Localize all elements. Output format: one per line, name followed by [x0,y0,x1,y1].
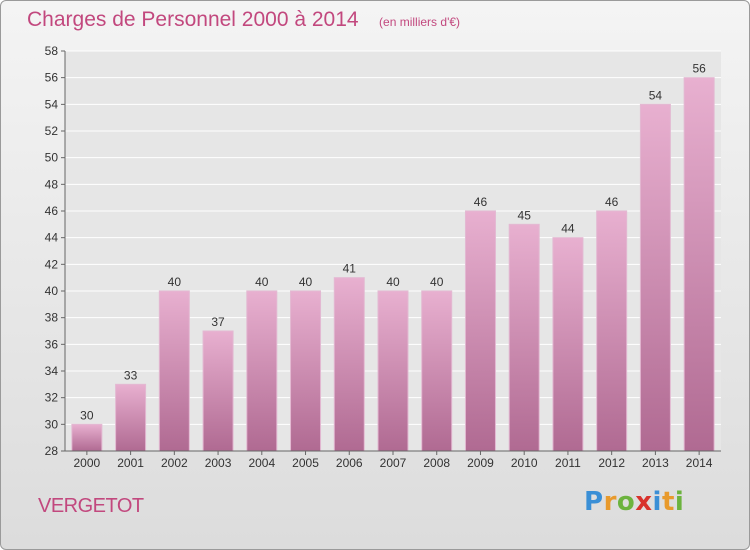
y-tick-label: 56 [45,71,59,85]
logo-letter: t [661,487,675,517]
x-tick-label: 2003 [205,456,232,470]
x-tick-label: 2008 [423,456,450,470]
x-tick-label: 2009 [467,456,494,470]
bar-value-label: 40 [386,275,400,289]
x-tick-label: 2012 [598,456,625,470]
bar-value-label: 40 [430,275,444,289]
x-tick-label: 2002 [161,456,188,470]
x-tick-label: 2013 [642,456,669,470]
bar-value-label: 33 [124,368,138,382]
y-tick-label: 34 [45,364,59,378]
bar [115,383,147,452]
bar [158,290,190,452]
bar-layer: 30 33 40 37 40 40 41 40 40 46 45 44 46 54 56 [71,62,715,452]
y-tick-label: 42 [45,257,59,271]
x-tick-label: 2000 [74,456,101,470]
bar [508,223,540,452]
bar-value-label: 41 [343,262,357,276]
logo-letter: P [584,487,604,517]
x-tick-label: 2014 [686,456,713,470]
bar-value-label: 56 [692,62,706,76]
y-tick-label: 48 [45,177,59,191]
bar-value-label: 37 [211,315,225,329]
bar [596,210,628,452]
bar-value-label: 40 [299,275,313,289]
bar [552,237,584,452]
bar [683,77,715,452]
x-tick-label: 2005 [292,456,319,470]
x-tick-label: 2004 [248,456,275,470]
y-tick-label: 38 [45,311,59,325]
y-tick-label: 32 [45,391,59,405]
logo-letter: r [603,487,617,517]
bar-value-label: 30 [80,408,94,422]
x-tick-label: 2007 [380,456,407,470]
x-tick-label: 2011 [555,456,581,470]
bar [333,277,365,452]
chart-title-block: Charges de Personnel 2000 à 2014 (en mil… [27,8,460,32]
y-tick-label: 28 [45,444,59,458]
bar-value-label: 54 [649,88,663,102]
chart-subtitle: (en milliers d'€) [379,15,461,29]
logo-letter: o [616,487,636,517]
bar [377,290,409,452]
proxiti-logo[interactable]: Proxiti [584,487,684,517]
bar [202,330,234,452]
bar-value-label: 40 [255,275,269,289]
bar [246,290,278,452]
bar [421,290,453,452]
y-tick-label: 52 [45,124,59,138]
axis-layer: 28 30 32 34 36 38 40 42 44 46 48 50 52 54 56 58 2000 2001… [45,44,721,470]
y-tick-label: 54 [45,97,59,111]
bar [290,290,322,452]
y-tick-label: 40 [45,284,59,298]
logo-letter: x [635,487,653,517]
logo-letter: i [652,487,662,517]
y-tick-label: 44 [45,231,59,245]
logo-letter: i [674,487,685,517]
y-tick-label: 58 [45,44,59,58]
y-tick-label: 30 [45,417,59,431]
bar [464,210,496,452]
x-tick-label: 2006 [336,456,363,470]
y-tick-label: 36 [45,337,59,351]
commune-name: VERGETOT [38,495,144,517]
bar [639,103,671,452]
y-tick-label: 50 [45,151,59,165]
bar-value-label: 44 [561,222,575,236]
bar [71,423,103,452]
bar-value-label: 46 [605,195,619,209]
bar-value-label: 40 [168,275,182,289]
chart-title: Charges de Personnel 2000 à 2014 [27,8,359,31]
bar-value-label: 46 [474,195,488,209]
x-tick-label: 2010 [511,456,538,470]
bar-value-label: 45 [518,208,532,222]
x-tick-label: 2001 [117,456,144,470]
y-tick-label: 46 [45,204,59,218]
